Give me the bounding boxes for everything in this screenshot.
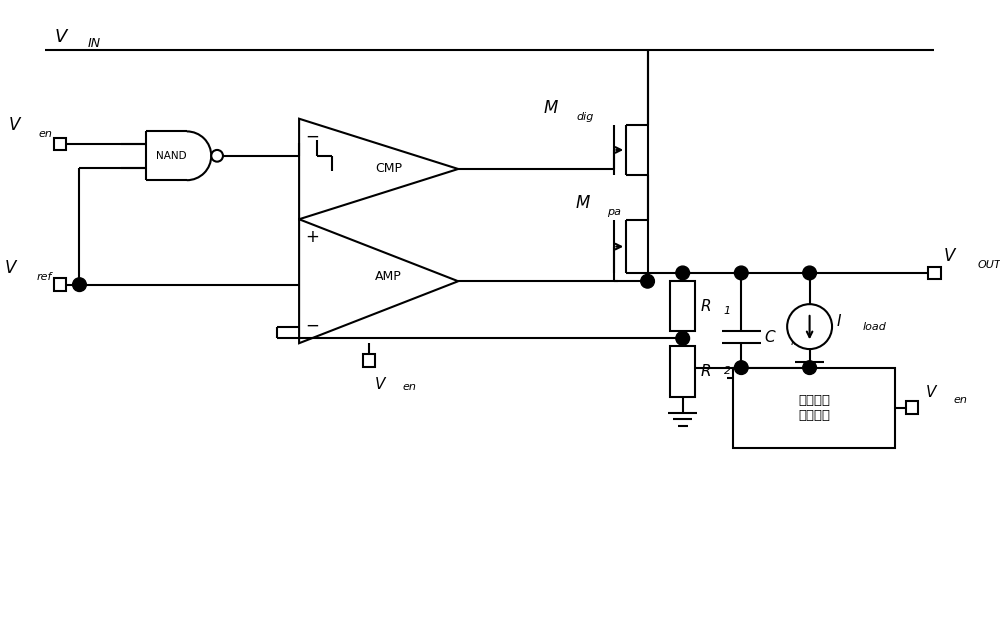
Circle shape: [734, 361, 748, 374]
Text: IN: IN: [87, 37, 100, 50]
Text: V: V: [55, 27, 67, 45]
Bar: [670, 281, 695, 332]
Text: en: en: [38, 129, 52, 139]
Bar: [670, 346, 695, 397]
Text: −: −: [305, 128, 319, 146]
Text: M: M: [543, 99, 557, 117]
Text: dig: dig: [576, 111, 594, 122]
Circle shape: [641, 274, 654, 288]
Polygon shape: [299, 119, 458, 219]
Circle shape: [676, 332, 690, 345]
Text: en: en: [953, 395, 967, 405]
Bar: [906, 401, 918, 414]
Text: M: M: [575, 195, 590, 213]
Bar: [54, 137, 66, 151]
Circle shape: [803, 266, 816, 280]
Text: C: C: [765, 330, 775, 345]
Text: V: V: [9, 116, 21, 134]
Text: V: V: [926, 385, 936, 400]
Bar: [54, 278, 66, 291]
Circle shape: [734, 266, 748, 280]
Bar: [733, 368, 895, 448]
Text: 负载电流
检测模块: 负载电流 检测模块: [798, 394, 830, 422]
Circle shape: [211, 150, 223, 162]
Text: load: load: [791, 337, 815, 347]
Text: 2: 2: [724, 366, 731, 376]
Text: R: R: [700, 364, 711, 379]
Circle shape: [803, 361, 816, 374]
Circle shape: [73, 278, 86, 292]
Circle shape: [676, 266, 690, 280]
Text: V: V: [4, 259, 16, 277]
Text: CMP: CMP: [375, 162, 402, 175]
Text: AMP: AMP: [375, 270, 402, 283]
Text: en: en: [402, 383, 416, 392]
Text: V: V: [375, 378, 385, 392]
Polygon shape: [299, 219, 458, 343]
Text: ref: ref: [37, 272, 52, 282]
Text: 1: 1: [724, 306, 731, 316]
Text: +: +: [305, 228, 319, 246]
Text: NAND: NAND: [156, 151, 186, 161]
Text: load: load: [862, 322, 886, 332]
Text: OUT: OUT: [977, 260, 1000, 270]
Text: R: R: [700, 299, 711, 313]
Text: pa: pa: [607, 207, 621, 217]
Bar: [363, 355, 375, 367]
Bar: [928, 267, 941, 279]
Text: V: V: [943, 247, 955, 265]
Circle shape: [787, 304, 832, 349]
Text: I: I: [837, 314, 841, 329]
Text: −: −: [305, 317, 319, 335]
